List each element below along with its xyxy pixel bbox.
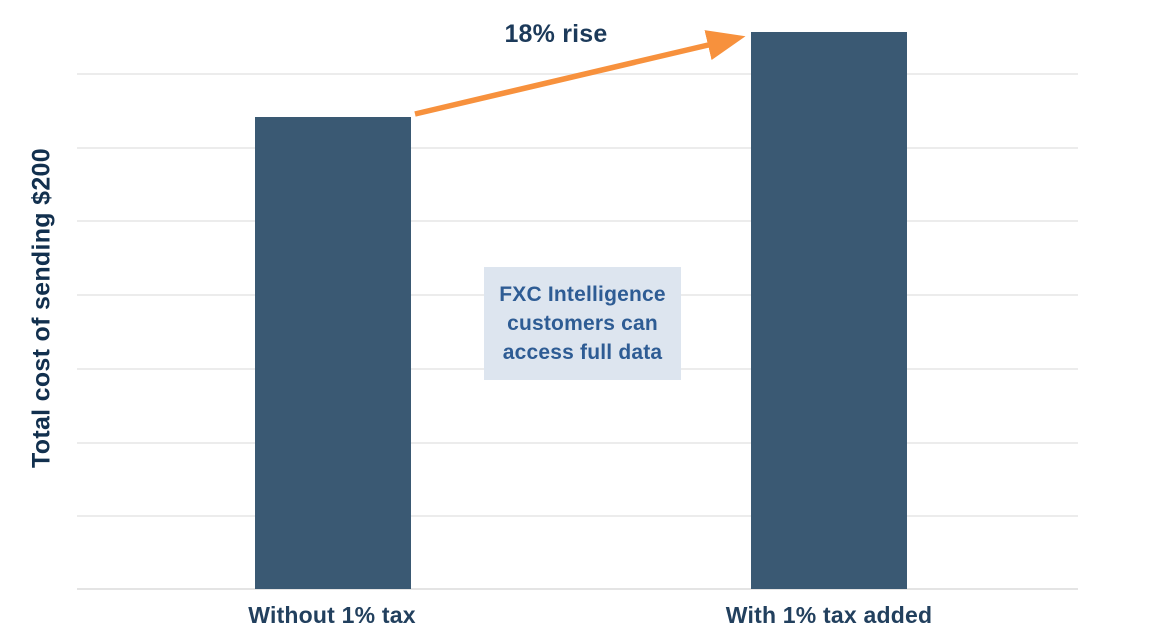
info-box-line: access full data (502, 341, 663, 364)
plot-area (77, 0, 1078, 590)
rise-annotation-label: 18% rise (504, 20, 608, 48)
info-box: FXC Intelligence customers can access fu… (484, 267, 681, 380)
y-axis-label: Total cost of sending $200 (27, 148, 56, 468)
bar-with-tax (751, 32, 907, 589)
category-label-with-tax: With 1% tax added (725, 602, 933, 628)
gridline (77, 220, 1078, 222)
info-box-line: FXC Intelligence (499, 283, 666, 306)
bar-without-tax (255, 117, 411, 589)
gridline (77, 147, 1078, 149)
gridline (77, 442, 1078, 444)
category-label-without-tax: Without 1% tax (248, 602, 416, 628)
rise-arrow-icon (414, 30, 746, 117)
info-box-line: customers can (507, 312, 658, 335)
gridline (77, 515, 1078, 517)
x-axis-baseline (77, 588, 1078, 590)
